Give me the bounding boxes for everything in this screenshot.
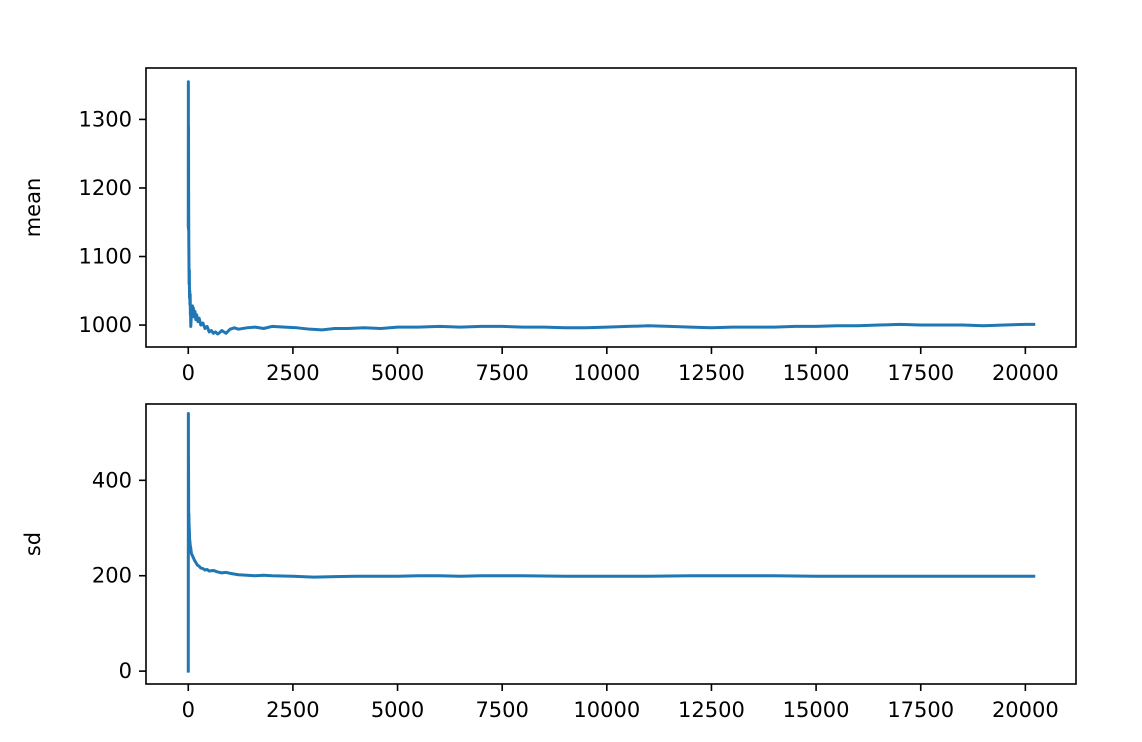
x-tick-label: 2500	[266, 361, 319, 385]
sd-chart: 0 2500 5000 7500 10000 12500 15000 17500 20000 0 2…	[21, 403, 1077, 722]
x-tick-label: 2500	[266, 698, 319, 722]
y-tick-label: 1000	[79, 313, 132, 337]
x-tick-label: 10000	[573, 361, 640, 385]
x-tick-label: 15000	[783, 361, 850, 385]
x-tick-label: 0	[182, 698, 195, 722]
x-tick-label: 7500	[475, 361, 528, 385]
y-axis-label: mean	[21, 178, 45, 238]
y-tick-label: 200	[92, 564, 132, 588]
x-tick-label: 7500	[475, 698, 528, 722]
x-tick-label: 15000	[783, 698, 850, 722]
x-tick-label: 12500	[678, 698, 745, 722]
y-axis-label: sd	[21, 532, 45, 556]
series-line-mean	[186, 80, 1036, 336]
y-tick-label: 1200	[79, 176, 132, 200]
x-tick-label: 5000	[371, 361, 424, 385]
x-tick-label: 0	[182, 361, 195, 385]
x-tick-label: 5000	[371, 698, 424, 722]
x-tick-label: 10000	[573, 698, 640, 722]
x-tick-label: 17500	[887, 698, 954, 722]
y-tick-label: 0	[119, 659, 132, 683]
axes-frame	[145, 67, 1077, 348]
series-line-sd	[186, 412, 1036, 673]
mean-chart: 0 2500 5000 7500 10000 12500 15000 17500 20000 10…	[21, 67, 1077, 385]
y-tick-label: 1100	[79, 245, 132, 269]
axes-frame	[145, 403, 1077, 685]
y-tick-label: 1300	[79, 107, 132, 131]
y-tick-label: 400	[92, 468, 132, 492]
x-tick-label: 20000	[992, 361, 1059, 385]
x-tick-label: 20000	[992, 698, 1059, 722]
x-tick-label: 12500	[678, 361, 745, 385]
x-tick-label: 17500	[887, 361, 954, 385]
